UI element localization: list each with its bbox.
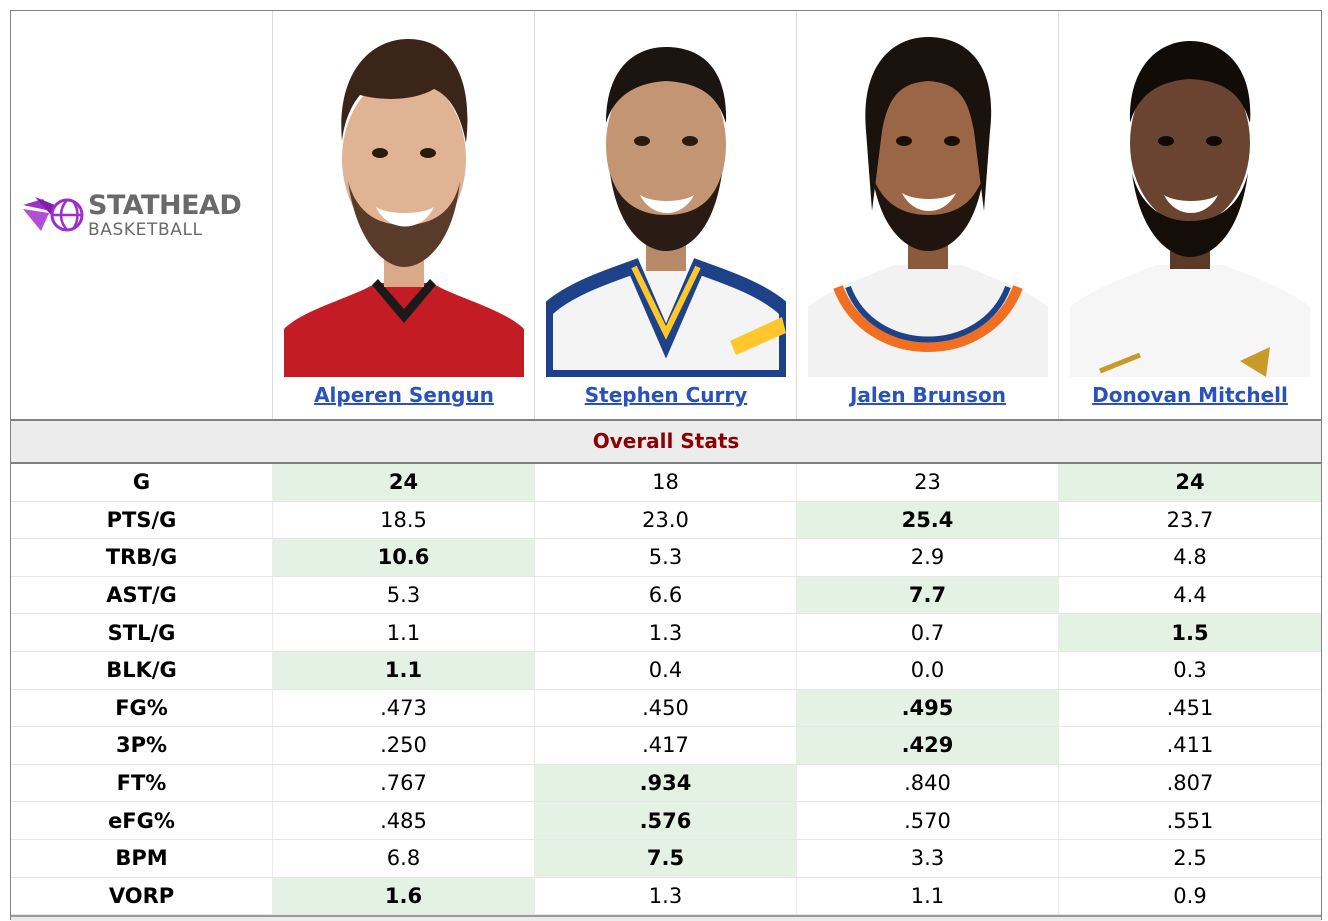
- stat-label: PTS/G: [11, 501, 273, 539]
- stat-value: .576: [535, 802, 797, 839]
- stat-value: 23.0: [535, 501, 797, 539]
- stat-value: 23.7: [1166, 507, 1214, 532]
- player-photo[interactable]: [1070, 11, 1310, 377]
- stat-value: 1.1: [273, 614, 535, 651]
- stat-row: eFG% .485.576.570 .551: [11, 802, 1321, 840]
- stat-value: .807: [1166, 771, 1214, 796]
- player-link-2[interactable]: Stephen Curry: [584, 383, 748, 407]
- player-photo[interactable]: [546, 11, 786, 377]
- stat-value: 4.4: [1173, 583, 1207, 608]
- stat-value: 1.1: [797, 877, 1059, 915]
- stat-value: 18: [535, 464, 797, 501]
- logo-text-basketball: BASKETBALL: [88, 220, 203, 240]
- stat-value: 23: [797, 464, 1059, 501]
- player-link-1[interactable]: Alperen Sengun: [314, 383, 494, 407]
- stat-row: BLK/G 1.1 0.4 0.0 0.3: [11, 651, 1321, 690]
- logo-cell: STATHEAD BASKETBALL: [11, 11, 273, 419]
- stat-row: G 24 18 23 24: [11, 464, 1321, 502]
- stat-value: 5.3: [273, 576, 535, 614]
- stat-value: 18.5: [273, 501, 535, 539]
- stat-value: 25.4: [797, 501, 1059, 539]
- stat-row: FG% .473.450.495 .451: [11, 689, 1321, 728]
- stats-table: G 24 18 23 24 PTS/G 18.5 23.0 25.4 23.7 TRB/G 10.6 5…: [11, 464, 1321, 916]
- basketball-logo-icon: [23, 197, 84, 232]
- stat-value: .451: [1166, 695, 1214, 720]
- stat-label: BPM: [11, 839, 273, 877]
- stat-value: 0.3: [1173, 658, 1207, 683]
- stathead-logo[interactable]: STATHEAD BASKETBALL: [21, 191, 266, 239]
- stat-value: 1.6: [273, 877, 535, 915]
- section-title: Overall Stats: [11, 419, 1321, 464]
- stat-value: 24: [273, 464, 535, 501]
- stat-row: STL/G 1.1 1.3 0.7 1.5: [11, 614, 1321, 652]
- stat-value: 1.1: [273, 651, 535, 689]
- stat-value: 5.3: [535, 539, 797, 576]
- stat-value: 1.3: [535, 877, 797, 915]
- stat-row: BPM 6.8 7.5 3.3 2.5: [11, 839, 1321, 878]
- stat-value: 7.5: [535, 839, 797, 877]
- stat-value: 1.3: [535, 614, 797, 651]
- stat-label: BLK/G: [11, 651, 273, 689]
- stat-row: TRB/G 10.6 5.3 2.9 4.8: [11, 539, 1321, 577]
- stat-value: .485: [273, 802, 535, 839]
- stat-label: G: [11, 464, 273, 501]
- stat-row: PTS/G 18.5 23.0 25.4 23.7: [11, 501, 1321, 540]
- stat-value: 10.6: [273, 539, 535, 576]
- player-link-4[interactable]: Donovan Mitchell: [1092, 383, 1288, 407]
- stat-value: 7.7: [797, 576, 1059, 614]
- stat-value: 3.3: [797, 839, 1059, 877]
- stat-value: 4.8: [1173, 545, 1207, 570]
- stat-row: FT% .767.934.840 .807: [11, 764, 1321, 803]
- stat-value: .411: [1166, 733, 1214, 758]
- stat-value: 1.5: [1059, 614, 1321, 651]
- player-column-4: Donovan Mitchell: [1059, 11, 1321, 419]
- stat-value: 2.5: [1173, 846, 1207, 871]
- stat-value: .495: [797, 689, 1059, 727]
- stat-value: .551: [1166, 808, 1214, 833]
- next-section-band: [11, 917, 1321, 921]
- stat-label: FG%: [11, 689, 273, 727]
- player-column-3: Jalen Brunson: [797, 11, 1059, 419]
- stat-value: 6.8: [273, 839, 535, 877]
- logo-text-stathead: STATHEAD: [88, 190, 242, 221]
- stat-label: eFG%: [11, 802, 273, 839]
- stat-label: TRB/G: [11, 539, 273, 576]
- stat-value: 2.9: [797, 539, 1059, 576]
- header-row: STATHEAD BASKETBALL: [11, 11, 1321, 419]
- stat-value: .450: [535, 689, 797, 727]
- stat-label: 3P%: [11, 727, 273, 764]
- stat-label: AST/G: [11, 576, 273, 614]
- player-photo[interactable]: [284, 11, 524, 377]
- stat-value: .570: [797, 802, 1059, 839]
- stat-row: VORP 1.6 1.3 1.1 0.9: [11, 877, 1321, 916]
- stat-value: 0.9: [1173, 883, 1207, 908]
- player-photo[interactable]: [808, 11, 1048, 377]
- stat-value: 24: [1059, 464, 1321, 501]
- stat-value: .429: [797, 727, 1059, 764]
- stat-value: .767: [273, 764, 535, 802]
- stat-label: FT%: [11, 764, 273, 802]
- stat-value: 0.7: [797, 614, 1059, 651]
- stat-label: VORP: [11, 877, 273, 915]
- comparison-table: STATHEAD BASKETBALL: [10, 10, 1322, 921]
- stat-value: .840: [797, 764, 1059, 802]
- stat-value: .417: [535, 727, 797, 764]
- player-column-1: Alperen Sengun: [273, 11, 535, 419]
- stat-row: AST/G 5.3 6.6 7.7 4.4: [11, 576, 1321, 615]
- stat-row: 3P% .250.417.429 .411: [11, 727, 1321, 765]
- bottom-divider: [11, 915, 1321, 917]
- stat-label: STL/G: [11, 614, 273, 651]
- player-column-2: Stephen Curry: [535, 11, 797, 419]
- stat-value: 0.0: [797, 651, 1059, 689]
- stat-value: 0.4: [535, 651, 797, 689]
- stat-value: .934: [535, 764, 797, 802]
- stat-value: .250: [273, 727, 535, 764]
- stat-value: .473: [273, 689, 535, 727]
- logo-wordmark: STATHEAD BASKETBALL: [88, 190, 242, 240]
- stat-value: 6.6: [535, 576, 797, 614]
- player-link-3[interactable]: Jalen Brunson: [849, 383, 1007, 407]
